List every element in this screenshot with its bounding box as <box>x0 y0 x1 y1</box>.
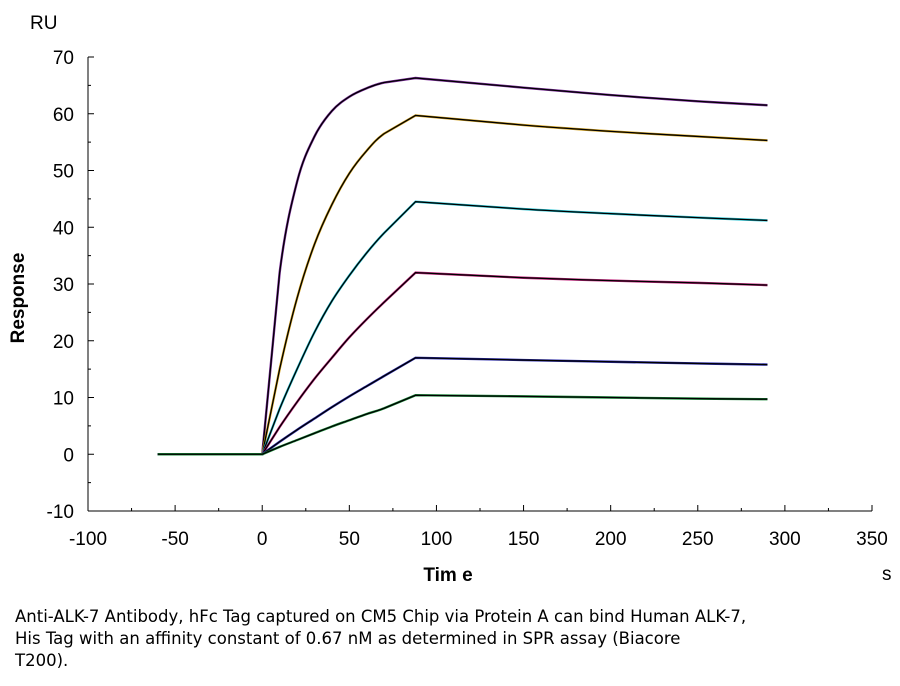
x-tick-label: -50 <box>161 529 188 550</box>
x-tick-label: 150 <box>508 529 540 550</box>
series-5 <box>157 356 768 456</box>
fitted-curve <box>157 77 768 455</box>
y-tick-label: 60 <box>53 105 74 126</box>
x-tick-label: 100 <box>421 529 453 550</box>
x-tick-label: 300 <box>769 529 801 550</box>
x-tick-label: 200 <box>595 529 627 550</box>
measured-curve <box>157 200 768 456</box>
y-axis-title: Response <box>8 253 29 344</box>
fitted-curve <box>157 357 768 455</box>
fitted-curve <box>157 114 768 455</box>
spr-sensorgram-chart: RU s Tim e Response -10010203040506070-1… <box>8 13 892 586</box>
series-layer <box>157 76 768 456</box>
x-tick-label: 350 <box>856 529 888 550</box>
x-tick-label: 0 <box>257 529 268 550</box>
series-3 <box>157 200 768 456</box>
y-tick-label: 70 <box>53 48 74 69</box>
x-axis-title: Tim e <box>423 565 472 586</box>
y-tick-label: 50 <box>53 162 74 183</box>
figure-caption: Anti-ALK-7 Antibody, hFc Tag captured on… <box>15 607 747 670</box>
measured-curve <box>157 114 768 456</box>
y-tick-label: 40 <box>53 218 74 239</box>
y-tick-label: 30 <box>53 275 74 296</box>
series-1 <box>157 76 768 456</box>
y-tick-label: 20 <box>53 332 74 353</box>
fitted-curve <box>157 394 768 455</box>
measured-curve <box>157 356 768 456</box>
fitted-curve <box>157 201 768 455</box>
series-2 <box>157 114 768 456</box>
y-unit-label: RU <box>30 13 57 34</box>
y-tick-label: 10 <box>53 389 74 410</box>
measured-curve <box>157 394 768 456</box>
y-tick-label: -10 <box>47 502 74 523</box>
y-tick-label: 0 <box>63 445 74 466</box>
fitted-curve <box>157 271 768 455</box>
series-4 <box>157 271 768 456</box>
x-tick-label: 250 <box>682 529 714 550</box>
x-tick-label: 50 <box>339 529 360 550</box>
x-tick-label: -100 <box>69 529 107 550</box>
series-6 <box>157 394 768 456</box>
x-unit-label: s <box>882 564 892 585</box>
